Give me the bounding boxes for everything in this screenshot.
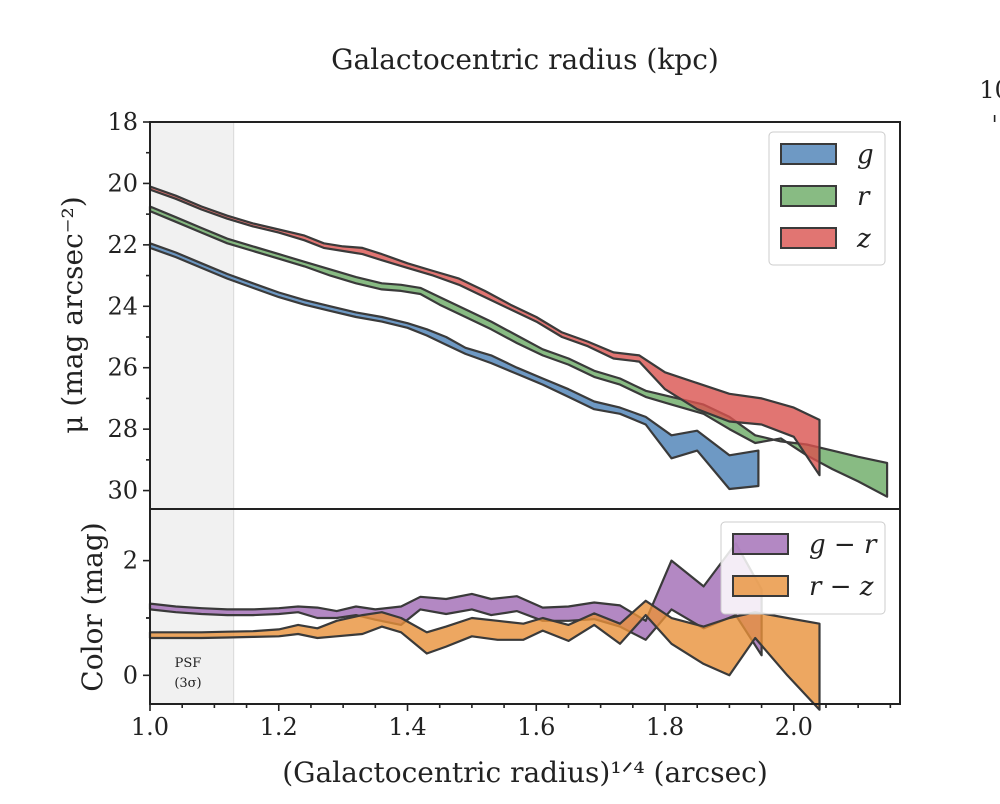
x-tick-label: 1.2: [260, 713, 298, 741]
top-panel-series: [148, 185, 889, 498]
color-legend-label: g − r: [809, 530, 878, 560]
x-tick-label: 1.8: [646, 713, 684, 741]
color-band-rz: [148, 599, 821, 711]
mu-legend-swatch: [780, 185, 837, 207]
y-axis-title-bottom: Color (mag): [76, 522, 109, 691]
y-tick-label-top: 26: [107, 354, 138, 382]
top-axis-title: Galactocentric radius (kpc): [331, 43, 719, 76]
y-tick-label-top: 28: [107, 415, 138, 443]
psf-shaded-region-top: [150, 122, 234, 509]
mu-legend-swatch: [780, 143, 837, 165]
x-tick-label: 1.4: [388, 713, 426, 741]
y-axis-title-top: μ (mag arcsec⁻²): [56, 196, 89, 433]
legend-top: grz: [768, 131, 886, 266]
x-axis-title: (Galactocentric radius)¹ᐟ⁴ (arcsec): [282, 756, 768, 789]
x-tick-label: 1.0: [131, 713, 169, 741]
mu-legend-label: z: [856, 224, 871, 254]
y-tick-label-top: 20: [107, 169, 138, 197]
mu-band-g: [148, 242, 760, 491]
color-band-gr: [148, 542, 763, 657]
y-tick-label-top: 24: [107, 292, 138, 320]
color-legend-swatch: [732, 575, 789, 597]
x-tick-label: 1.6: [517, 713, 555, 741]
mu-band-r: [148, 205, 889, 498]
mu-legend-swatch: [780, 227, 837, 249]
color-legend-swatch: [732, 533, 789, 555]
y-tick-label-top: 30: [107, 477, 138, 505]
bottom-panel-series: [148, 542, 821, 711]
legend-bottom: g − r r − z: [720, 521, 886, 615]
y-tick-label-top: 18: [107, 108, 138, 136]
y-tick-label-bottom: 0: [123, 661, 138, 689]
mu-band-z: [148, 185, 821, 477]
y-tick-label-bottom: 2: [123, 547, 138, 575]
mu-legend-label: r: [857, 182, 871, 212]
color-legend-label: r − z: [809, 572, 874, 602]
x-tick-label: 2.0: [775, 713, 813, 741]
mu-legend-label: g: [857, 140, 874, 170]
top-x-tick-label: 10: [979, 76, 1000, 104]
axis-ticks: 18202224262830021.01.21.41.61.82.0102030…: [107, 76, 1000, 741]
bottom-panel-frame: [149, 508, 901, 705]
y-tick-label-top: 22: [107, 231, 138, 259]
psf-sigma-label: (3σ): [174, 676, 201, 691]
psf-label: PSF: [175, 656, 202, 671]
